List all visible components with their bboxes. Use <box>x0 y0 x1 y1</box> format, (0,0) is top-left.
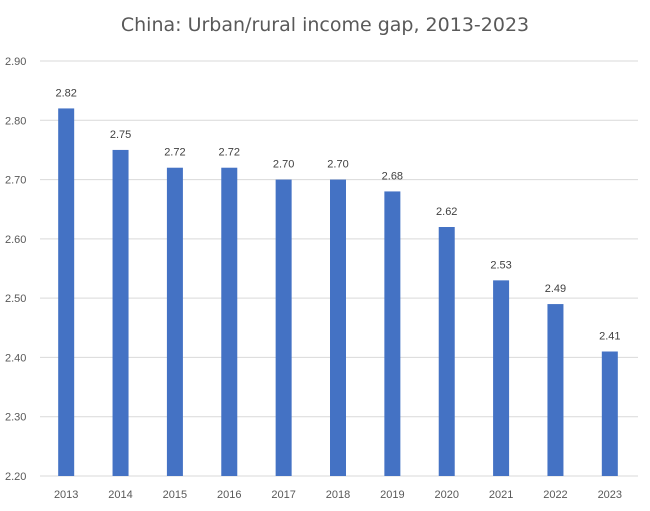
bar <box>166 167 183 476</box>
bar <box>275 179 292 477</box>
x-tick-label: 2023 <box>598 489 622 501</box>
x-tick-label: 2017 <box>271 489 295 501</box>
data-label: 2.62 <box>436 206 457 218</box>
bar <box>384 191 401 476</box>
y-tick-label: 2.80 <box>5 115 26 127</box>
y-tick-label: 2.30 <box>5 412 26 424</box>
x-tick-label: 2021 <box>489 489 513 501</box>
data-label: 2.41 <box>599 331 620 343</box>
bar <box>58 108 75 476</box>
bar <box>493 280 510 476</box>
data-label: 2.72 <box>164 147 185 159</box>
bar <box>112 149 129 476</box>
data-label: 2.70 <box>273 159 294 171</box>
data-label: 2.75 <box>110 129 131 141</box>
chart-title: China: Urban/rural income gap, 2013-2023 <box>120 14 530 36</box>
x-tick-label: 2014 <box>108 489 132 501</box>
y-tick-label: 2.40 <box>5 352 26 364</box>
data-label: 2.68 <box>382 170 403 182</box>
bar <box>601 351 618 476</box>
data-label: 2.82 <box>55 87 76 99</box>
bar <box>221 167 238 476</box>
x-tick-label: 2015 <box>163 489 187 501</box>
x-tick-label: 2018 <box>326 489 350 501</box>
x-tick-label: 2020 <box>434 489 458 501</box>
x-tick-label: 2016 <box>217 489 241 501</box>
y-tick-label: 2.60 <box>5 234 26 246</box>
data-label: 2.53 <box>490 259 511 271</box>
y-tick-label: 2.70 <box>5 175 26 187</box>
x-tick-label: 2022 <box>543 489 567 501</box>
bars <box>58 108 618 477</box>
bar <box>330 179 346 477</box>
bar <box>438 227 455 476</box>
x-tick-label: 2013 <box>54 489 78 501</box>
y-axis-ticks: 2.20 2.30 2.40 2.50 2.60 2.70 2.80 2.90 <box>5 56 26 483</box>
x-tick-label: 2019 <box>380 489 404 501</box>
data-labels: 2.82 2.75 2.72 2.72 2.70 2.70 2.68 2.62 2.53 2.49… <box>55 87 620 342</box>
data-label: 2.70 <box>327 159 348 171</box>
y-tick-label: 2.90 <box>5 56 26 68</box>
x-axis-ticks: 2013 2014 2015 2016 2017 2018 2019 2020 2021 2022… <box>54 489 622 501</box>
bar <box>547 304 564 476</box>
data-label: 2.49 <box>545 283 566 295</box>
y-tick-label: 2.50 <box>5 293 26 305</box>
y-tick-label: 2.20 <box>5 471 26 483</box>
data-label: 2.72 <box>219 147 240 159</box>
